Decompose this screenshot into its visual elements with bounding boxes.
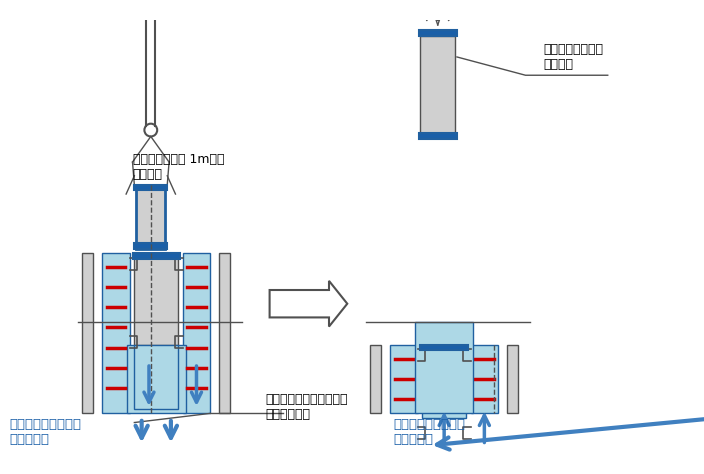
Bar [390, 345, 417, 413]
Bar [415, 322, 473, 413]
Bar [419, 133, 457, 139]
Bar [420, 36, 455, 133]
Bar [102, 254, 130, 413]
Bar [127, 345, 186, 413]
Text: 解体小割ヤードへ
吊り下す: 解体小割ヤードへ 吊り下す [543, 43, 604, 71]
Bar [471, 345, 498, 413]
Bar [134, 185, 168, 191]
Bar [134, 254, 178, 345]
Bar [134, 345, 178, 409]
Bar [370, 345, 381, 413]
Text: 切断した内筒を 1m程度
吊上げる: 切断した内筒を 1m程度 吊上げる [132, 153, 224, 181]
Bar [422, 345, 466, 418]
Text: 切断した両端をシートで
密閉養生する: 切断した両端をシートで 密閉養生する [265, 393, 348, 421]
Polygon shape [270, 281, 347, 327]
Bar [183, 254, 210, 413]
Bar [136, 185, 165, 249]
Bar [419, 29, 457, 36]
Bar [82, 254, 93, 413]
Bar [507, 345, 518, 413]
Text: 負圧集塵装置による
空気の流れ: 負圧集塵装置による 空気の流れ [393, 418, 465, 446]
Bar [134, 243, 168, 249]
Bar [220, 254, 230, 413]
Bar [132, 254, 180, 259]
Text: 負圧集塵装置による
空気の流れ: 負圧集塵装置による 空気の流れ [9, 418, 81, 446]
Bar [420, 345, 468, 350]
